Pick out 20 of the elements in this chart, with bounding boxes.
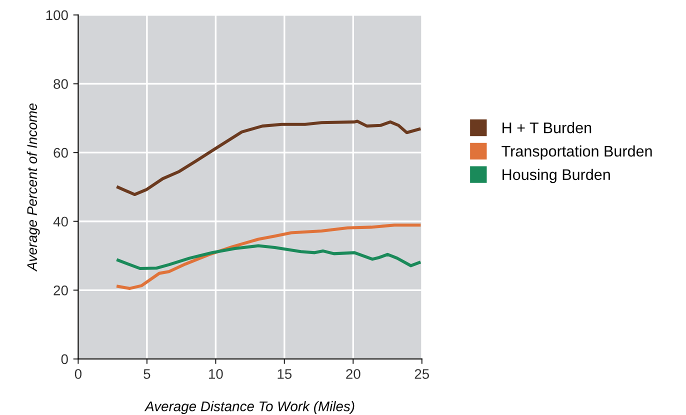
x-axis-title: Average Distance To Work (Miles) <box>144 401 354 414</box>
x-tick-label: 5 <box>144 369 150 379</box>
line-series <box>116 244 421 270</box>
y-axis-title: Average Percent of Income <box>26 103 40 272</box>
x-tick-label: 20 <box>346 369 360 379</box>
x-tick-label: 10 <box>209 369 223 379</box>
y-tick-label: 60 <box>54 148 68 158</box>
y-tick-label: 20 <box>54 286 68 296</box>
legend-label: Transportation Burden <box>502 145 652 160</box>
x-tick-label: 25 <box>414 369 430 379</box>
legend-label: Housing Burden <box>502 168 610 184</box>
y-tick-label: 100 <box>46 10 68 20</box>
x-tick-label: 0 <box>74 369 82 379</box>
y-tick-label: 80 <box>54 79 68 89</box>
line-series <box>116 224 421 290</box>
line-series <box>116 120 421 196</box>
x-tick-label: 15 <box>278 369 292 379</box>
legend-label: H + T Burden <box>502 122 592 134</box>
y-tick-label: 40 <box>53 216 68 227</box>
y-tick-label: 0 <box>61 354 68 364</box>
